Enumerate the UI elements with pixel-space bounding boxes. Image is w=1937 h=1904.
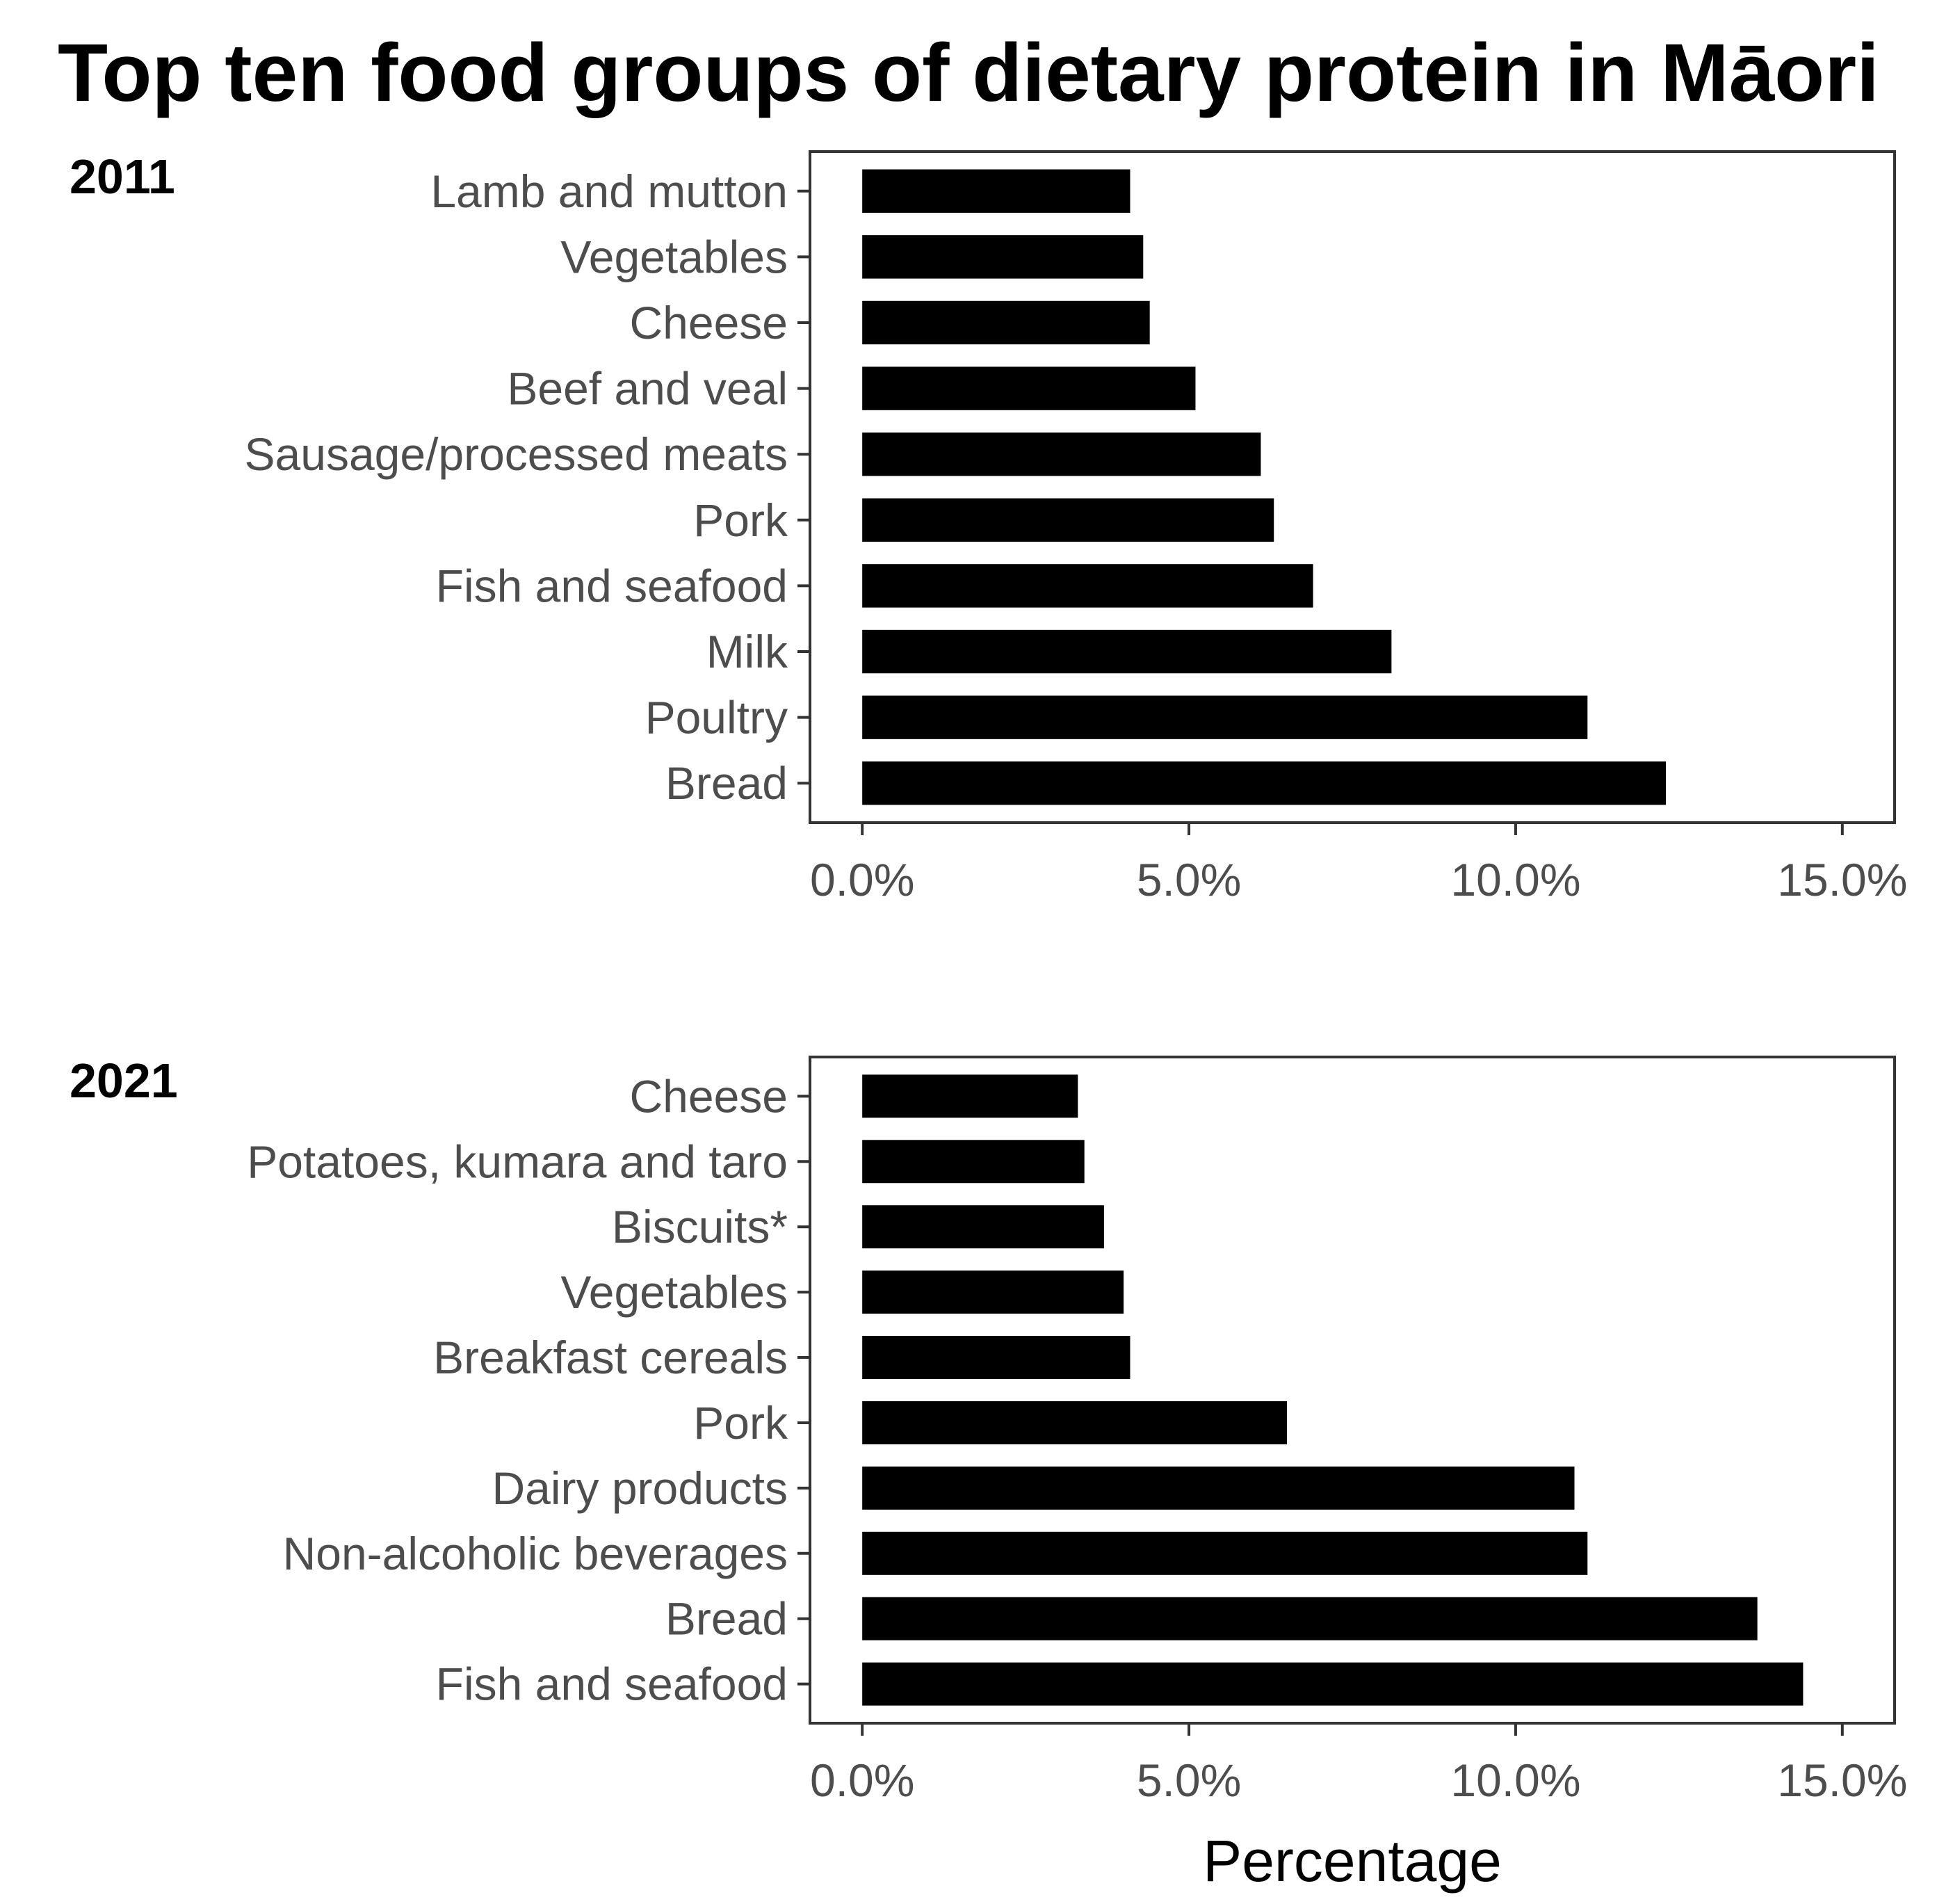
x-tick-label: 0.0%	[810, 1754, 914, 1806]
bar	[862, 1466, 1575, 1510]
category-label: Bread	[665, 1593, 788, 1645]
category-label: Beef and veal	[507, 363, 788, 414]
x-tick-label: 5.0%	[1137, 1754, 1241, 1806]
category-label: Bread	[665, 757, 788, 809]
category-label: Vegetables	[560, 1266, 788, 1318]
x-tick-label: 10.0%	[1450, 854, 1580, 905]
bar	[862, 1401, 1288, 1444]
panel-2011: 2011 Lamb and mutton Vegetables Cheese Beef …	[70, 150, 1907, 905]
x-tick-label: 15.0%	[1777, 1754, 1907, 1806]
bar	[862, 1074, 1078, 1118]
category-label: Pork	[693, 1397, 788, 1449]
bar	[862, 300, 1150, 345]
x-tick-label: 10.0%	[1450, 1754, 1580, 1806]
bar	[862, 235, 1144, 279]
plot-frame	[809, 150, 1896, 824]
category-label: Pork	[693, 494, 788, 546]
category-label: Potatoes, kumara and taro	[247, 1136, 788, 1187]
category-label: Fish and seafood	[436, 560, 788, 611]
bar	[862, 564, 1313, 608]
bar	[862, 1336, 1130, 1380]
category-label: Sausage/processed meats	[245, 428, 788, 480]
category-label: Vegetables	[560, 231, 788, 282]
chart-title: Top ten food groups of dietary protein i…	[58, 27, 1879, 119]
category-label: Cheese	[630, 297, 788, 348]
panel-2021: 2021 Cheese Potatoes, kumara and taro Biscu…	[70, 1054, 1907, 1806]
bar	[862, 1531, 1588, 1575]
bar	[862, 432, 1261, 476]
x-tick-label: 0.0%	[810, 854, 914, 905]
x-axis-title: Percentage	[1203, 1828, 1502, 1894]
bar	[862, 366, 1196, 410]
bar	[862, 1140, 1085, 1184]
category-label: Biscuits*	[612, 1201, 788, 1252]
category-label: Poultry	[645, 692, 788, 743]
category-label: Dairy products	[492, 1462, 788, 1514]
bar	[862, 169, 1130, 213]
bar	[862, 629, 1392, 674]
bar	[862, 1270, 1124, 1314]
panel-label: 2021	[70, 1054, 178, 1108]
bar	[862, 1662, 1804, 1706]
category-label: Lamb and mutton	[430, 166, 788, 217]
bar	[862, 1597, 1758, 1640]
bar	[862, 695, 1588, 739]
bar	[862, 498, 1274, 542]
category-label: Breakfast cereals	[433, 1332, 788, 1383]
category-label: Milk	[706, 626, 788, 677]
category-label: Cheese	[630, 1070, 788, 1122]
category-label: Fish and seafood	[436, 1659, 788, 1710]
x-tick-label: 5.0%	[1137, 854, 1241, 905]
x-tick-label: 15.0%	[1777, 854, 1907, 905]
plot-frame	[809, 1056, 1896, 1725]
bar	[862, 1205, 1104, 1249]
panel-label: 2011	[70, 150, 175, 204]
category-label: Non-alcoholic beverages	[283, 1528, 788, 1579]
bar	[862, 761, 1667, 805]
